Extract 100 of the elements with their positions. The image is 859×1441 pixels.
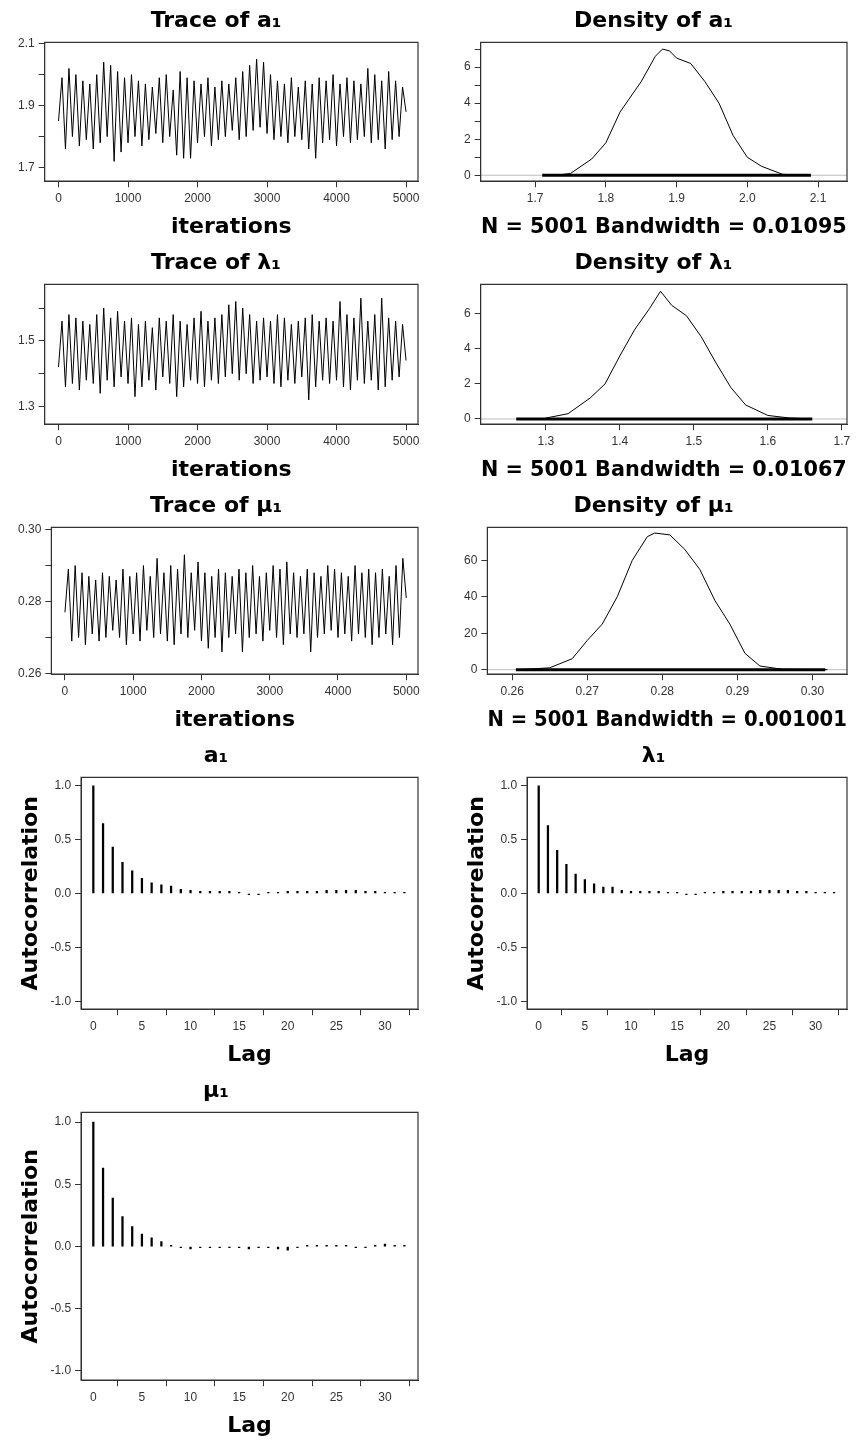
chart-title: Density of λ₁	[574, 248, 733, 274]
chart-title: μ₁	[203, 1076, 229, 1102]
x-tick-label: 2.1	[809, 190, 827, 205]
y-tick-label: -1.0	[50, 1363, 72, 1378]
x-tick-label: 0	[89, 1389, 97, 1404]
x-tick-label: 5	[138, 1389, 146, 1404]
y-tick-label: 0.28	[18, 593, 42, 608]
chart-title: λ₁	[641, 741, 666, 767]
x-tick-label: 10	[183, 1389, 198, 1404]
y-axis-title: Autocorrelation	[16, 796, 42, 991]
x-tick-label: 0.29	[725, 683, 750, 698]
x-axis-title: N = 5001 Bandwidth = 0.001001	[487, 705, 847, 731]
x-tick-label: 1.7	[526, 190, 544, 205]
x-axis-title: iterations	[174, 705, 295, 731]
y-tick-label: 40	[463, 589, 478, 604]
x-tick-label: 20	[281, 1018, 295, 1033]
x-tick-label: 5000	[392, 190, 420, 205]
y-tick-label: -0.5	[50, 1301, 72, 1316]
x-tick-label: 30	[378, 1389, 392, 1404]
x-tick-label: 25	[329, 1018, 344, 1033]
y-tick-label: 1.0	[54, 778, 72, 793]
x-axis-title: iterations	[171, 455, 292, 481]
y-tick-label: 0.5	[54, 1176, 72, 1191]
x-axis-title: Lag	[664, 1040, 710, 1066]
x-tick-label: 1.3	[537, 433, 555, 448]
y-tick-label: 1.3	[17, 398, 35, 413]
y-tick-label: -1.0	[50, 993, 72, 1008]
chart-title: Density of μ₁	[573, 491, 734, 517]
x-tick-label: 1000	[114, 190, 142, 205]
x-tick-label: 3000	[256, 683, 284, 698]
chart-title: Trace of μ₁	[149, 491, 283, 517]
x-tick-label: 0	[89, 1018, 97, 1033]
x-tick-label: 1000	[119, 683, 147, 698]
x-tick-label: 25	[329, 1389, 344, 1404]
y-tick-label: 0	[470, 661, 478, 676]
x-tick-label: 30	[378, 1018, 392, 1033]
y-tick-label: 0.0	[54, 885, 72, 900]
x-axis-title: N = 5001 Bandwidth = 0.01095	[480, 211, 847, 238]
x-tick-label: 5000	[392, 433, 420, 448]
x-tick-label: 30	[808, 1018, 823, 1033]
x-tick-label: 0	[535, 1018, 543, 1033]
chart-title: a₁	[203, 741, 229, 767]
y-tick-label: 6	[463, 59, 471, 74]
y-tick-label: 6	[463, 306, 471, 321]
x-tick-label: 3000	[253, 433, 281, 448]
y-tick-label: 20	[463, 625, 478, 640]
x-tick-label: 2000	[188, 683, 216, 698]
y-tick-label: 1.0	[54, 1114, 72, 1129]
chart-title: Trace of λ₁	[151, 248, 281, 274]
x-tick-label: 15	[670, 1018, 685, 1033]
x-tick-label: 0.30	[800, 683, 825, 698]
y-tick-label: -0.5	[50, 939, 72, 954]
y-tick-label: 2.1	[17, 35, 35, 50]
x-tick-label: 0.27	[575, 683, 600, 698]
y-tick-label: 1.0	[500, 778, 518, 793]
x-tick-label: 4000	[323, 433, 351, 448]
x-tick-label: 4000	[323, 190, 351, 205]
x-axis-title: Lag	[227, 1040, 272, 1066]
x-axis-title: iterations	[171, 212, 292, 238]
x-tick-label: 1.5	[685, 433, 703, 448]
y-tick-label: 0.0	[54, 1238, 72, 1253]
y-tick-label: 1.9	[17, 97, 35, 112]
chart-title: Trace of a₁	[150, 6, 282, 32]
x-tick-label: 1.8	[597, 190, 615, 205]
x-tick-label: 5	[581, 1018, 589, 1033]
y-tick-label: 60	[463, 552, 478, 567]
x-tick-label: 3000	[253, 190, 281, 205]
y-tick-label: 0.30	[18, 521, 42, 536]
x-tick-label: 0.28	[650, 683, 675, 698]
x-tick-label: 2000	[184, 190, 212, 205]
x-tick-label: 5000	[392, 683, 420, 698]
y-tick-label: 0	[463, 167, 471, 182]
y-tick-label: 0.0	[500, 885, 518, 900]
x-tick-label: 15	[232, 1018, 247, 1033]
x-tick-label: 1.6	[759, 433, 777, 448]
x-tick-label: 5	[138, 1018, 146, 1033]
x-tick-label: 2000	[184, 433, 212, 448]
x-tick-label: 10	[624, 1018, 639, 1033]
y-tick-label: 0.26	[18, 665, 42, 680]
y-tick-label: 0.5	[500, 831, 518, 846]
y-tick-label: 1.7	[17, 159, 35, 174]
y-tick-label: 2	[463, 131, 471, 146]
x-tick-label: 10	[183, 1018, 198, 1033]
y-tick-label: 1.5	[17, 333, 35, 348]
y-tick-label: 0.5	[54, 831, 72, 846]
y-tick-label: 4	[463, 341, 471, 356]
x-tick-label: 1.7	[833, 433, 851, 448]
x-tick-label: 25	[762, 1018, 777, 1033]
x-tick-label: 15	[232, 1389, 247, 1404]
y-axis-title: Autocorrelation	[16, 1149, 42, 1344]
x-tick-label: 2.0	[738, 190, 756, 205]
y-tick-label: 2	[463, 376, 471, 391]
y-tick-label: -1.0	[496, 993, 518, 1008]
y-axis-title: Autocorrelation	[462, 796, 488, 991]
y-tick-label: -0.5	[496, 939, 518, 954]
chart-title: Density of a₁	[574, 6, 733, 32]
x-axis-title: N = 5001 Bandwidth = 0.01067	[480, 454, 847, 481]
y-tick-label: 4	[463, 95, 471, 110]
x-tick-label: 4000	[324, 683, 352, 698]
x-tick-label: 20	[281, 1389, 295, 1404]
